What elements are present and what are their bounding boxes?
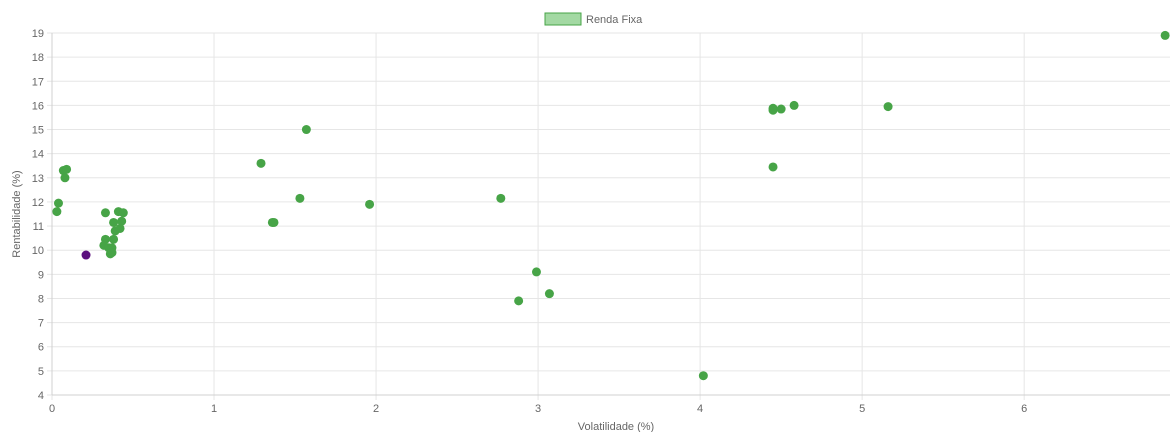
data-point-renda-fixa[interactable] <box>698 371 708 381</box>
data-point-highlight[interactable] <box>81 250 91 260</box>
x-tick-label: 3 <box>535 403 541 415</box>
x-tick-label: 6 <box>1021 403 1027 415</box>
data-point-renda-fixa[interactable] <box>118 208 128 218</box>
y-tick-label: 17 <box>32 76 44 88</box>
y-tick-label: 10 <box>32 245 44 257</box>
data-point-renda-fixa[interactable] <box>883 102 893 112</box>
y-tick-label: 15 <box>32 125 44 137</box>
data-point-renda-fixa[interactable] <box>544 289 554 299</box>
data-point-renda-fixa[interactable] <box>514 296 524 306</box>
y-tick-label: 5 <box>38 366 44 378</box>
data-point-renda-fixa[interactable] <box>1160 30 1170 40</box>
data-point-renda-fixa[interactable] <box>115 223 125 233</box>
y-tick-label: 19 <box>32 28 44 40</box>
y-tick-label: 6 <box>38 342 44 354</box>
x-axis-title: Volatilidade (%) <box>578 421 654 432</box>
y-tick-label: 18 <box>32 52 44 64</box>
x-tick-label: 1 <box>211 403 217 415</box>
legend[interactable]: Renda Fixa <box>544 12 643 26</box>
x-tick-label: 0 <box>49 403 55 415</box>
data-point-renda-fixa[interactable] <box>100 208 110 218</box>
data-point-renda-fixa[interactable] <box>776 104 786 114</box>
data-point-renda-fixa[interactable] <box>301 125 311 135</box>
data-point-renda-fixa[interactable] <box>531 267 541 277</box>
y-tick-label: 9 <box>38 269 44 281</box>
grid <box>51 32 1170 396</box>
x-tick-label: 5 <box>859 403 865 415</box>
data-point-renda-fixa[interactable] <box>52 207 62 217</box>
data-point-renda-fixa[interactable] <box>60 173 70 183</box>
y-tick-label: 12 <box>32 197 44 209</box>
y-tick-label: 7 <box>38 318 44 330</box>
data-point-renda-fixa[interactable] <box>117 216 127 226</box>
data-points <box>52 30 1170 381</box>
data-point-renda-fixa[interactable] <box>365 199 375 209</box>
data-point-renda-fixa[interactable] <box>109 217 119 227</box>
data-point-renda-fixa[interactable] <box>109 234 119 244</box>
legend-label-renda-fixa[interactable]: Renda Fixa <box>586 14 643 26</box>
data-point-renda-fixa[interactable] <box>256 158 266 168</box>
data-point-renda-fixa[interactable] <box>107 248 117 258</box>
x-tick-label: 2 <box>373 403 379 415</box>
data-point-renda-fixa[interactable] <box>789 100 799 110</box>
data-point-renda-fixa[interactable] <box>496 193 506 203</box>
data-point-renda-fixa[interactable] <box>768 162 778 172</box>
y-tick-label: 14 <box>32 149 44 161</box>
y-axis-title: Rentabilidade (%) <box>11 170 23 257</box>
data-point-renda-fixa[interactable] <box>269 217 279 227</box>
data-point-renda-fixa[interactable] <box>768 103 778 113</box>
data-point-renda-fixa[interactable] <box>62 164 72 174</box>
y-tick-label: 13 <box>32 173 44 185</box>
y-tick-label: 16 <box>32 100 44 112</box>
x-tick-label: 4 <box>697 403 703 415</box>
data-point-renda-fixa[interactable] <box>295 193 305 203</box>
data-point-renda-fixa[interactable] <box>53 198 63 208</box>
y-tick-label: 4 <box>38 390 44 402</box>
y-tick-label: 11 <box>33 221 44 233</box>
legend-swatch-renda-fixa[interactable] <box>544 12 582 26</box>
y-tick-label: 8 <box>38 293 44 305</box>
